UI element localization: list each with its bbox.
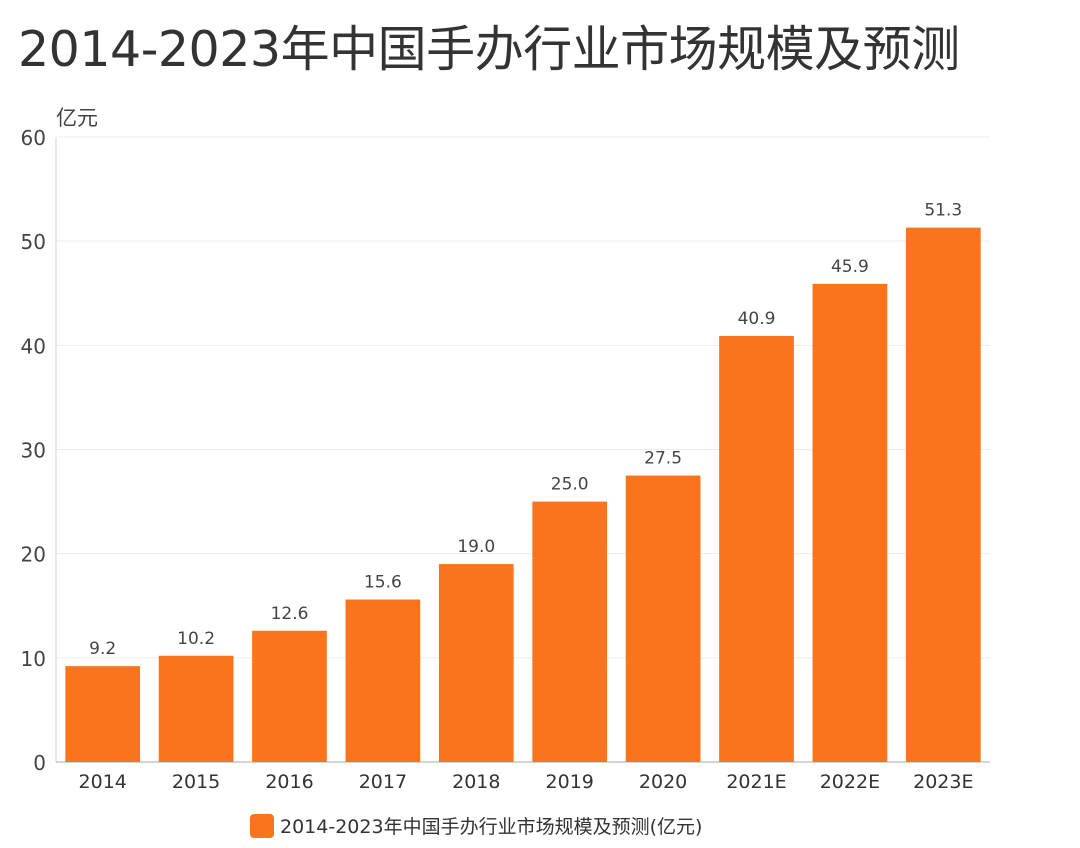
bar-value-label: 12.6 (271, 604, 309, 624)
y-tick-label: 50 (21, 230, 46, 254)
bar[interactable] (812, 283, 888, 762)
bar-value-label: 40.9 (738, 309, 776, 329)
x-tick-label: 2016 (265, 771, 313, 793)
y-tick-label: 20 (21, 543, 46, 567)
y-tick-label: 60 (21, 126, 46, 150)
bar[interactable] (438, 564, 514, 762)
bar-value-label: 45.9 (831, 257, 869, 277)
legend-label: 2014-2023年中国手办行业市场规模及预测(亿元) (280, 816, 703, 838)
bar[interactable] (158, 655, 234, 762)
bar-value-label: 15.6 (364, 573, 402, 593)
bar-value-label: 25.0 (551, 475, 589, 495)
x-tick-label: 2017 (359, 771, 407, 793)
bar-value-label: 27.5 (644, 449, 682, 469)
x-tick-label: 2014 (79, 771, 127, 793)
x-tick-label: 2021E (726, 771, 786, 793)
bar-value-label: 9.2 (89, 639, 116, 659)
x-tick-label: 2018 (452, 771, 500, 793)
bar-value-label: 10.2 (177, 629, 215, 649)
axes: 0 10 20 30 40 50 60 2014 2015 2016 2017 2018 2019 202… (21, 126, 990, 793)
bar[interactable] (905, 227, 981, 762)
data-labels: 9.2 10.2 12.6 15.6 19.0 25.0 27.5 40.9 45.9 51.3 (89, 201, 962, 660)
y-axis-unit-label: 亿元 (56, 106, 98, 130)
y-tick-label: 10 (21, 647, 46, 671)
y-tick-label: 30 (21, 439, 46, 463)
bar[interactable] (532, 501, 608, 762)
x-tick-label: 2015 (172, 771, 220, 793)
y-tick-label: 40 (21, 334, 46, 358)
bar[interactable] (252, 630, 327, 762)
bar[interactable] (345, 599, 421, 763)
y-tick-label: 0 (33, 751, 46, 775)
x-tick-label: 2022E (820, 771, 880, 793)
bar-value-label: 19.0 (457, 537, 495, 557)
x-tick-label: 2020 (639, 771, 687, 793)
bar[interactable] (625, 475, 701, 762)
chart-title: 2014-2023年中国手办行业市场规模及预测 (18, 21, 960, 78)
legend-swatch (250, 813, 274, 838)
bar-value-label: 51.3 (924, 201, 962, 221)
bars (65, 227, 981, 763)
x-tick-label: 2019 (546, 771, 594, 793)
legend[interactable]: 2014-2023年中国手办行业市场规模及预测(亿元) (250, 812, 702, 839)
bar[interactable] (65, 666, 141, 762)
bar[interactable] (719, 335, 794, 762)
x-tick-label: 2023E (913, 771, 973, 793)
